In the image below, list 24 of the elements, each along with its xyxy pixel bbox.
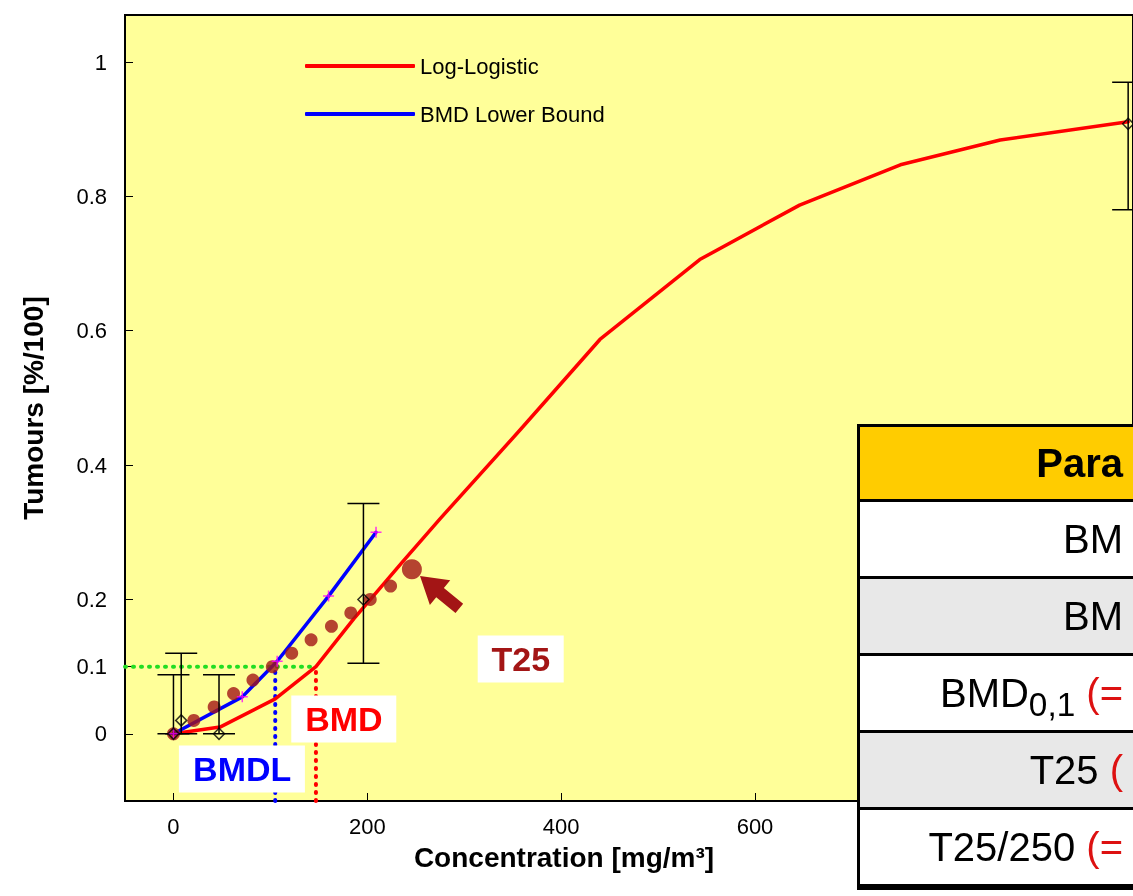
annotation: T25 (	[1029, 748, 1123, 792]
annotation: BM	[1063, 594, 1123, 638]
text: T25/250 (=	[928, 825, 1123, 869]
annotation: BMD$_{0,1}$ (=	[939, 671, 1123, 723]
annotation: T25	[477, 635, 565, 683]
y-tick-label: 0.4	[76, 452, 107, 478]
legend-label: Log-Logistic	[420, 53, 539, 79]
x-tick-label: 200	[348, 813, 386, 839]
y-tick-label: 1	[94, 49, 107, 75]
x-tick-label: 0	[167, 813, 180, 839]
y-tick-label: 0.8	[76, 183, 107, 209]
legend-label: BMD Lower Bound	[420, 101, 605, 127]
y-tick-label: 0.2	[76, 586, 107, 612]
y-tick-label: 0	[94, 721, 107, 747]
y-tick-label: 0.6	[76, 318, 107, 344]
annotation: BMDL	[179, 745, 306, 793]
x-tick-label: 600	[736, 813, 774, 839]
annotation: BM	[1063, 517, 1123, 561]
y-tick-label: 0.1	[76, 654, 107, 680]
annotation: BMD	[291, 695, 397, 743]
y-axis-title: Tumours [%/100]	[17, 296, 49, 520]
x-axis-title: Concentration [mg/m³]	[413, 841, 715, 873]
text: Para	[860, 427, 1133, 502]
x-tick-label: 400	[542, 813, 580, 839]
